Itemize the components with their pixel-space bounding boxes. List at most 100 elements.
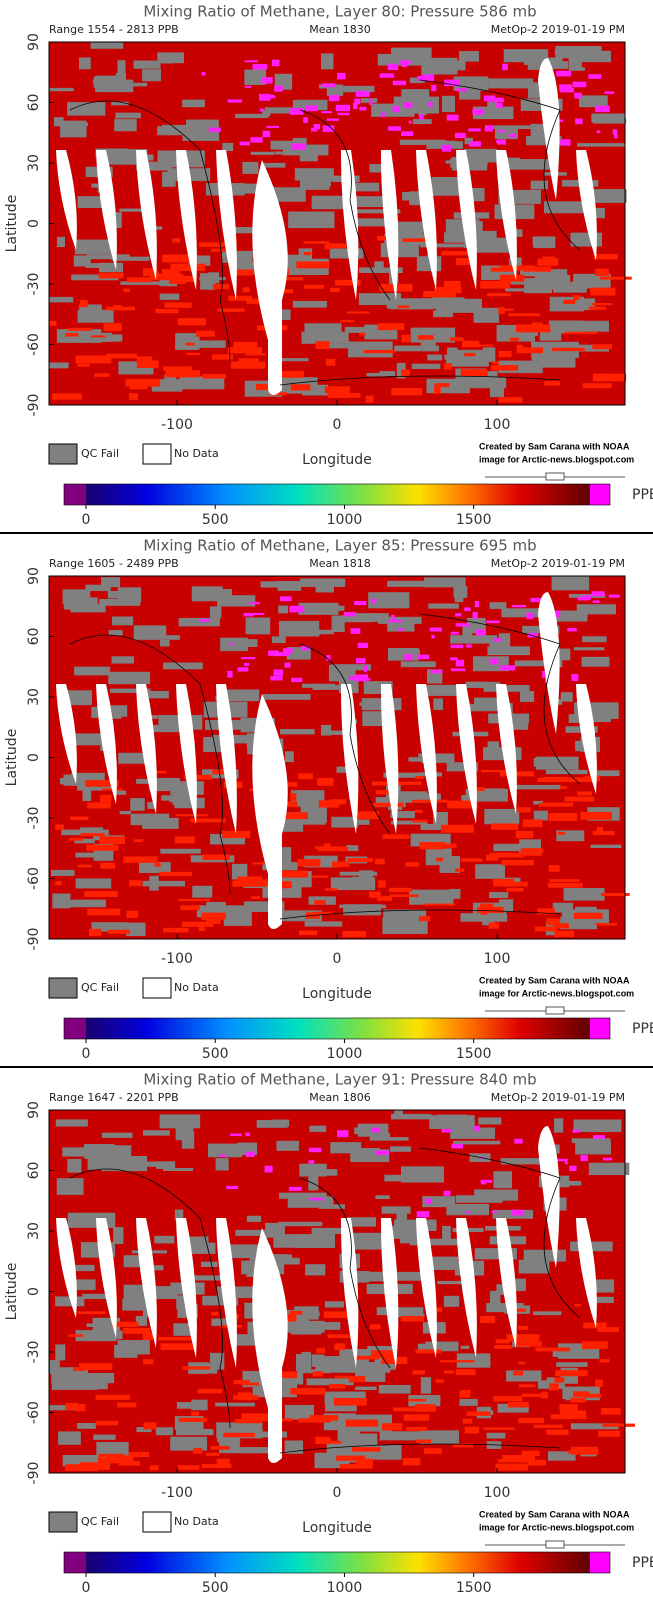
qc-fail-patch [342,614,373,623]
coastline [69,79,581,386]
qc-fail-patch [478,1117,502,1125]
qc-fail-patch [212,734,258,744]
over-range-patch [456,88,468,92]
qc-fail-patch [304,855,338,868]
qc-fail-patch [118,752,152,764]
credit: image for Arctic-news.blogspot.com [479,454,634,464]
high-patch [136,360,159,368]
qc-fail-patch [343,904,382,916]
qc-fail-patch [175,1127,194,1141]
qc-fail-patch [348,341,393,358]
high-patch [202,854,230,861]
high-patch [311,875,329,878]
high-patch [169,278,186,285]
qc-fail-patch [274,151,283,155]
qc-fail-patch [159,53,174,64]
qc-fail-patch [575,1141,611,1155]
over-range-patch [416,654,430,660]
qc-fail-patch [446,762,479,772]
qc-fail-patch [475,864,505,879]
high-patch [348,1376,366,1383]
high-patch [162,254,198,263]
qc-fail-patch [466,681,501,688]
qc-fail-patch [217,595,256,607]
qc-fail-patch [561,282,576,291]
over-range-patch [227,99,243,103]
high-patch [573,1391,590,1398]
qc-fail-patch [301,1351,311,1361]
high-patch [149,1465,159,1471]
high-patch [231,361,266,369]
qc-fail-patch [352,209,401,214]
no-data-swath [576,1218,597,1328]
qc-fail-patch [278,1221,323,1227]
qc-fail-patch [85,263,111,268]
legend-swatch [48,1511,78,1533]
qc-fail-patch [489,602,507,609]
over-range-patch [614,133,618,139]
qc-fail-patch [311,1354,325,1367]
over-range-patch [265,94,275,98]
qc-fail-patch [514,229,523,237]
high-patch [118,1461,141,1466]
legend-swatch [48,977,78,999]
over-range-patch [244,662,250,666]
qc-fail-patch [433,310,453,318]
qc-fail-patch [90,42,124,49]
qc-fail-patch [180,1275,224,1281]
high-patch [342,931,366,938]
over-range-patch [472,612,478,619]
no-data-swath [340,684,359,834]
panel: Mixing Ratio of Methane, Layer 80: Press… [4,3,653,529]
qc-fail-patch [292,137,307,147]
qc-fail-patch [474,1248,517,1260]
qc-fail-patch [547,1451,576,1461]
qc-fail-patch [420,1377,432,1394]
qc-fail-patch [71,274,119,281]
qc-fail-patch [149,875,159,891]
over-range-patch [336,1130,349,1138]
over-range-patch [326,118,340,121]
qc-fail-patch [410,327,456,343]
over-range-patch [199,619,211,622]
qc-fail-patch [345,1362,391,1373]
panel-title: Mixing Ratio of Methane, Layer 91: Press… [143,1071,536,1089]
qc-fail-patch [82,1293,116,1300]
qc-fail-patch [145,1265,164,1271]
qc-fail-patch [409,889,454,905]
qc-fail-patch [500,1158,543,1165]
high-patch [228,295,252,301]
qc-fail-patch [299,578,346,587]
high-patch [444,1370,455,1374]
qc-fail-patch [290,790,325,807]
over-range-patch [497,130,506,133]
qc-fail-patch [337,1429,360,1446]
y-axis-label: Latitude [4,195,20,253]
qc-fail-patch [53,1374,69,1384]
high-patch [548,812,578,821]
high-patch [506,887,524,892]
high-patch [278,881,292,889]
qc-fail-patch [489,892,509,899]
over-range-patch [273,669,284,676]
qc-fail-patch [108,671,151,685]
qc-fail-patch [82,786,92,802]
high-patch [347,858,374,863]
qc-fail-patch [299,146,318,162]
colorbar-under [64,484,86,505]
over-range-patch [450,631,459,635]
high-patch [303,251,312,256]
range: Range 1647 - 2201 PPB [49,1091,179,1104]
qc-fail-patch [115,112,141,119]
qc-fail-patch [417,1343,437,1353]
high-patch [83,1364,113,1368]
colorbar-over [590,1018,610,1039]
qc-fail-patch [235,113,269,119]
over-range-patch [404,653,413,661]
high-patch [55,824,64,830]
qc-fail-patch [63,774,90,786]
qc-fail-patch [260,581,300,588]
qc-fail-patch [344,1232,392,1250]
high-patch [600,276,632,280]
